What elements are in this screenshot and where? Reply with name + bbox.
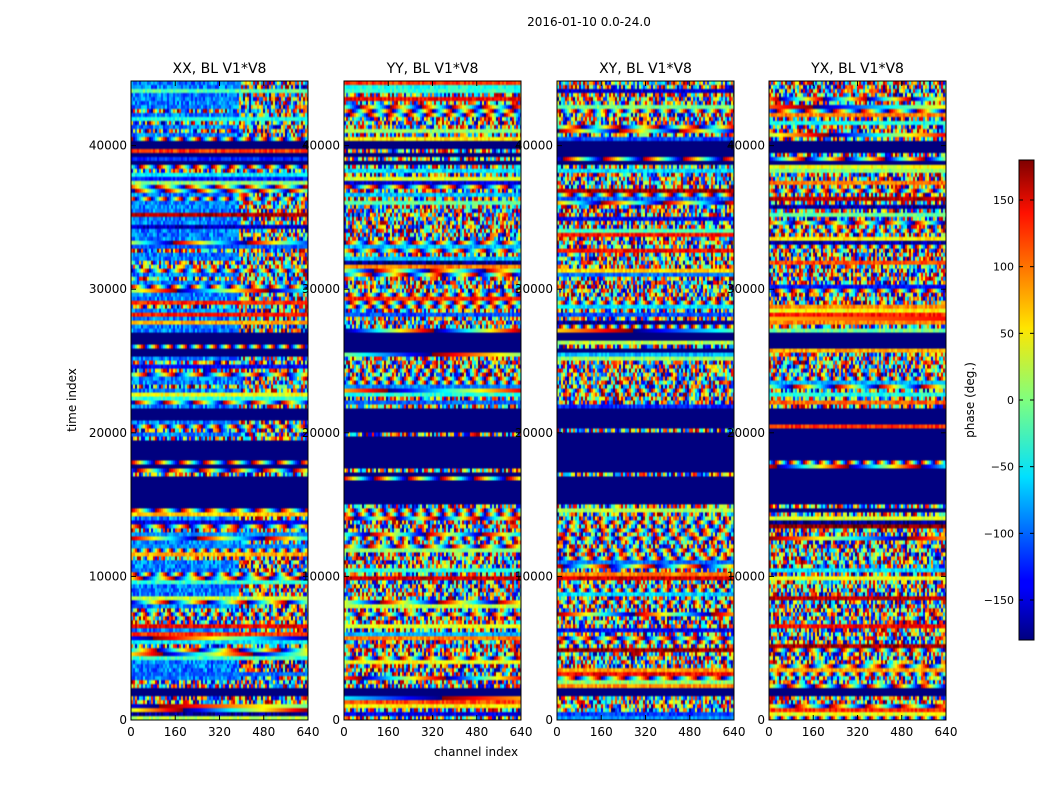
y-tick-label: 0 (332, 713, 340, 727)
y-tick-label: 20000 (727, 426, 765, 440)
x-tick-label: 320 (846, 725, 869, 739)
panel-title: XX, BL V1*V8 (173, 61, 267, 77)
y-tick-label: 20000 (89, 426, 127, 440)
panel-xy: XY, BL V1*V8 0 160 320 480 640 0 10000 20000 3000… (515, 61, 746, 739)
x-tick-label: 640 (935, 725, 958, 739)
heatmap-image (769, 81, 946, 720)
x-tick-label: 480 (678, 725, 701, 739)
x-tick-label: 640 (723, 725, 746, 739)
colorbar-tick-label: 150 (993, 194, 1014, 207)
x-tick-label: 480 (252, 725, 275, 739)
colorbar-tick-label: 0 (1007, 394, 1014, 407)
x-tick-label: 0 (765, 725, 773, 739)
colorbar-tick-label: −150 (984, 594, 1014, 607)
y-tick-label: 10000 (302, 569, 340, 583)
x-tick-label: 160 (590, 725, 613, 739)
y-tick-label: 40000 (727, 139, 765, 153)
y-tick-label: 30000 (515, 282, 553, 296)
y-tick-label: 0 (119, 713, 127, 727)
heatmap-image (344, 81, 521, 720)
x-tick-label: 320 (634, 725, 657, 739)
x-tick-label: 640 (297, 725, 320, 739)
y-tick-label: 20000 (515, 426, 553, 440)
colorbar-tick-label: 50 (1000, 327, 1014, 340)
colorbar-label: phase (deg.) (963, 362, 977, 438)
panel-xx: XX, BL V1*V8 0 160 320 480 640 0 10000 20000 3000… (89, 61, 320, 739)
x-tick-label: 320 (208, 725, 231, 739)
panel-title: YX, BL V1*V8 (810, 61, 904, 77)
panel-yx: YX, BL V1*V8 0 160 320 480 640 0 10000 20000 3000… (727, 61, 958, 739)
x-tick-label: 160 (164, 725, 187, 739)
y-tick-label: 10000 (89, 569, 127, 583)
y-tick-label: 10000 (515, 569, 553, 583)
y-tick-label: 30000 (302, 282, 340, 296)
y-tick-label: 10000 (727, 569, 765, 583)
x-tick-label: 160 (377, 725, 400, 739)
panel-title: YY, BL V1*V8 (386, 61, 479, 77)
x-tick-label: 640 (510, 725, 533, 739)
y-axis-label: time index (65, 368, 79, 432)
y-tick-label: 20000 (302, 426, 340, 440)
x-tick-label: 0 (553, 725, 561, 739)
y-tick-label: 0 (545, 713, 553, 727)
figure-title: 2016-01-10 0.0-24.0 (527, 15, 651, 29)
heatmap-image (557, 81, 734, 720)
heatmap-image (131, 81, 308, 720)
y-tick-label: 30000 (89, 282, 127, 296)
panel-yy: YY, BL V1*V8 0 160 320 480 640 0 10000 20000 3000… (302, 61, 533, 739)
x-axis-label: channel index (434, 745, 518, 759)
x-tick-label: 0 (340, 725, 348, 739)
colorbar-tick-label: −100 (984, 527, 1014, 540)
x-tick-label: 480 (465, 725, 488, 739)
x-tick-label: 320 (421, 725, 444, 739)
x-tick-label: 0 (127, 725, 135, 739)
x-tick-label: 480 (890, 725, 913, 739)
colorbar-tick-label: −50 (991, 461, 1014, 474)
y-tick-label: 40000 (89, 139, 127, 153)
y-tick-label: 0 (757, 713, 765, 727)
y-tick-label: 30000 (727, 282, 765, 296)
y-tick-label: 40000 (302, 139, 340, 153)
colorbar: 150 100 50 0 −50 −100 −150 phase (deg.) (963, 159, 1035, 641)
panel-title: XY, BL V1*V8 (599, 61, 692, 77)
x-tick-label: 160 (802, 725, 825, 739)
colorbar-tick-label: 100 (993, 261, 1014, 274)
y-tick-label: 40000 (515, 139, 553, 153)
